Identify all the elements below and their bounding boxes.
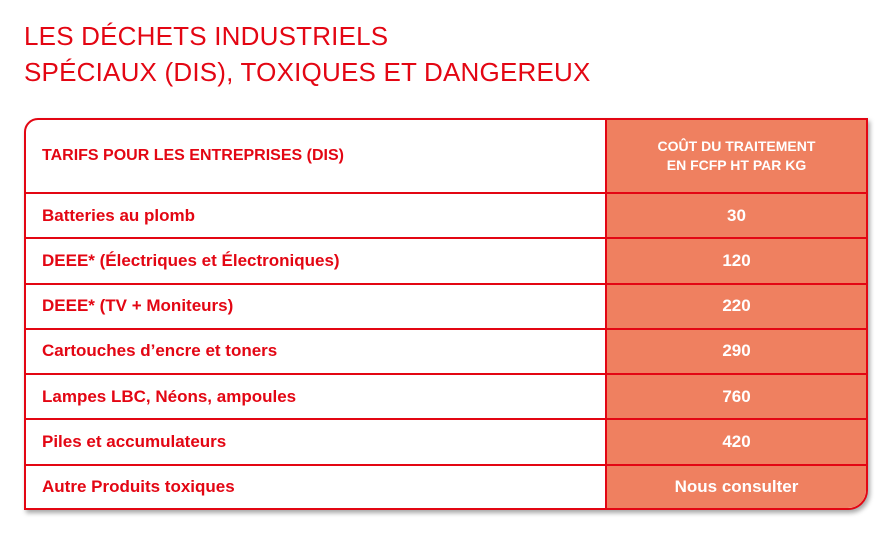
title-line-1: LES DÉCHETS INDUSTRIELS xyxy=(24,21,389,51)
row-value: 760 xyxy=(605,373,866,421)
pricing-table: TARIFS POUR LES ENTREPRISES (DIS) COÛT D… xyxy=(24,118,868,510)
row-label: Autre Produits toxiques xyxy=(26,463,607,508)
row-value: 420 xyxy=(605,418,866,466)
title-line-2: SPÉCIAUX (DIS), TOXIQUES ET DANGEREUX xyxy=(24,57,591,87)
header-cost-line-2: EN FCFP HT PAR KG xyxy=(666,157,807,173)
row-label: Piles et accumulateurs xyxy=(26,418,607,466)
row-label: DEEE* (Électriques et Électroniques) xyxy=(26,237,607,285)
page-title: LES DÉCHETS INDUSTRIELS SPÉCIAUX (DIS), … xyxy=(24,18,591,90)
row-value: 220 xyxy=(605,282,866,330)
row-value: 290 xyxy=(605,327,866,376)
row-label: DEEE* (TV + Moniteurs) xyxy=(26,282,607,330)
table-row: Piles et accumulateurs 420 xyxy=(26,418,866,466)
row-value: 120 xyxy=(605,237,866,285)
table-row: Lampes LBC, Néons, ampoules 760 xyxy=(26,373,866,421)
row-label: Batteries au plomb xyxy=(26,191,607,240)
header-cost-line-1: COÛT DU TRAITEMENT xyxy=(657,138,816,154)
header-category: TARIFS POUR LES ENTREPRISES (DIS) xyxy=(26,120,607,194)
row-value: Nous consulter xyxy=(605,463,866,508)
table-header-row: TARIFS POUR LES ENTREPRISES (DIS) COÛT D… xyxy=(26,120,866,194)
table-row: DEEE* (Électriques et Électroniques) 120 xyxy=(26,237,866,285)
header-cost: COÛT DU TRAITEMENT EN FCFP HT PAR KG xyxy=(605,120,866,194)
table-row: Autre Produits toxiques Nous consulter xyxy=(26,463,866,508)
table-row: DEEE* (TV + Moniteurs) 220 xyxy=(26,282,866,330)
table-row: Cartouches d’encre et toners 290 xyxy=(26,327,866,376)
row-label: Lampes LBC, Néons, ampoules xyxy=(26,373,607,421)
row-label: Cartouches d’encre et toners xyxy=(26,327,607,376)
table-row: Batteries au plomb 30 xyxy=(26,191,866,240)
row-value: 30 xyxy=(605,191,866,240)
